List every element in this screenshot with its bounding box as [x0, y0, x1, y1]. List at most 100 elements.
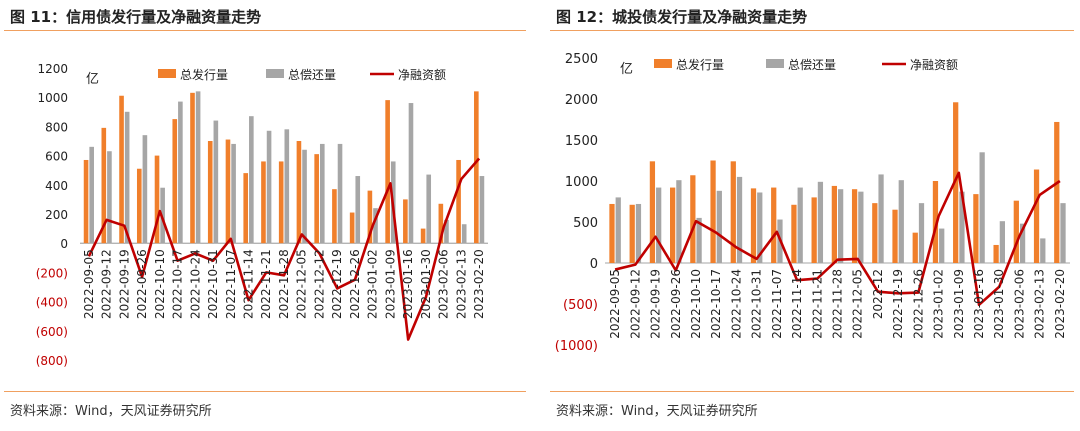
x-tick-label: 2023-02-13: [1033, 269, 1047, 339]
x-tick-label: 2022-09-05: [82, 249, 96, 319]
bar-total-issuance: [154, 155, 160, 244]
x-tick-label: 2022-09-26: [669, 269, 683, 339]
bar-total-repayment: [107, 151, 112, 244]
x-tick-label: 2022-09-12: [100, 249, 114, 319]
x-tick-label: 2023-02-06: [437, 249, 451, 319]
bar-total-issuance: [296, 141, 302, 244]
y-tick-label: 1200: [37, 62, 68, 76]
bar-total-issuance: [973, 194, 979, 263]
legend-label: 净融资额: [910, 58, 958, 72]
bar-total-repayment: [838, 189, 844, 263]
x-tick-label: 2022-10-10: [153, 249, 167, 319]
x-tick-label: 2022-10-31: [750, 269, 764, 339]
top-divider: [550, 30, 1074, 31]
bar-total-issuance: [791, 204, 797, 263]
bar-total-issuance: [101, 127, 107, 244]
bar-total-issuance: [207, 141, 213, 244]
legend-swatch: [158, 69, 176, 78]
x-tick-label: 2022-12-05: [295, 249, 309, 319]
x-tick-label: 2022-11-07: [770, 269, 784, 339]
x-tick-label: 2022-12-26: [348, 249, 362, 319]
bar-total-issuance: [474, 91, 479, 244]
bar-total-repayment: [817, 181, 824, 263]
x-tick-label: 2023-02-13: [454, 249, 468, 319]
x-tick-label: 2023-01-09: [383, 249, 397, 319]
y-tick-label: (200): [36, 266, 68, 280]
bar-total-issuance: [278, 161, 284, 244]
x-tick-label: 2023-01-30: [419, 249, 433, 319]
x-tick-label: 2022-12-19: [330, 249, 344, 319]
bottom-divider: [4, 391, 526, 392]
bar-total-repayment: [1060, 203, 1066, 263]
y-tick-label: 1000: [565, 175, 598, 190]
bar-total-issuance: [349, 212, 355, 244]
bar-total-issuance: [872, 203, 878, 263]
legend-label: 总发行量: [676, 57, 724, 72]
x-tick-label: 2023-02-06: [1012, 269, 1026, 339]
bar-total-repayment: [635, 203, 642, 263]
bar-total-issuance: [649, 161, 656, 263]
x-tick-label: 2023-02-20: [472, 249, 486, 319]
x-tick-label: 2022-12-26: [911, 269, 925, 339]
x-tick-label: 2022-12-12: [312, 249, 326, 319]
y-tick-label: (1000): [555, 339, 598, 354]
bar-total-issuance: [912, 232, 918, 263]
bar-total-repayment: [1019, 223, 1026, 263]
x-tick-label: 2022-10-17: [709, 269, 723, 339]
figure-title: 图 11：信用债发行量及净融资量走势: [10, 8, 262, 26]
bar-total-repayment: [319, 143, 325, 244]
bar-total-issuance: [172, 119, 178, 244]
bar-total-issuance: [993, 244, 999, 263]
bar-total-issuance: [811, 197, 817, 263]
x-tick-label: 2022-11-07: [224, 249, 238, 319]
bar-total-issuance: [629, 204, 635, 263]
bar-total-repayment: [696, 217, 702, 263]
bar-total-issuance: [730, 161, 736, 263]
bar-total-issuance: [225, 139, 231, 244]
x-tick-label: 2022-10-24: [729, 269, 743, 339]
bar-total-issuance: [609, 203, 615, 263]
bar-total-issuance: [385, 100, 390, 244]
y-tick-label: (600): [36, 325, 68, 339]
bar-total-repayment: [656, 187, 662, 263]
bar-total-issuance: [953, 102, 959, 263]
x-tick-label: 2022-12-05: [851, 269, 865, 339]
y-tick-label: (800): [36, 354, 68, 368]
lgfv-bond-chart: 2500 2000 1500 1000 500 0 (500) (1000) 亿 2022-09-…: [555, 52, 1070, 354]
line-net-financing: [87, 157, 481, 341]
x-tick-label: 2022-10-17: [171, 249, 185, 319]
bar-total-repayment: [231, 143, 236, 244]
bar-total-issuance: [190, 92, 195, 244]
bar-total-repayment: [736, 176, 743, 263]
bar-total-issuance: [831, 185, 837, 263]
y-tick-label: 2500: [565, 52, 598, 67]
bar-total-repayment: [444, 219, 449, 244]
x-tick-label: 2023-01-30: [992, 269, 1006, 339]
bar-total-repayment: [408, 103, 414, 244]
legend-label: 净融资额: [398, 68, 446, 82]
x-tick-label: 2022-12: [871, 269, 885, 319]
bar-total-issuance: [332, 189, 337, 244]
x-tick-label: 2022-10-24: [188, 249, 202, 319]
x-tick-label: 2022-11-14: [790, 269, 804, 339]
bar-total-repayment: [979, 152, 985, 263]
bar-total-repayment: [999, 221, 1005, 263]
bar-total-issuance: [136, 168, 142, 244]
bar-total-repayment: [479, 176, 485, 244]
bar-total-issuance: [670, 187, 676, 263]
bar-total-repayment: [716, 190, 722, 263]
legend-label: 总偿还量: [288, 67, 336, 82]
bar-total-repayment: [757, 192, 763, 263]
bar-total-repayment: [337, 143, 343, 244]
x-tick-label: 2022-09-12: [628, 269, 642, 339]
x-tick-label: 2022-09-26: [135, 249, 149, 319]
x-tick-label: 2022-11-28: [831, 269, 845, 339]
source-note: 资料来源：Wind，天风证券研究所: [10, 404, 212, 419]
bar-total-repayment: [178, 101, 183, 244]
bar-total-repayment: [195, 91, 201, 244]
x-tick-label: 2022-09-05: [608, 269, 622, 339]
x-tick-label: 2022-10-10: [689, 269, 703, 339]
figure-12-panel: 图 12：城投债发行量及净融资量走势 2500 2000 1500 1000 500 0 (…: [546, 0, 1080, 431]
bar-total-issuance: [438, 203, 444, 244]
bar-total-repayment: [355, 176, 361, 244]
